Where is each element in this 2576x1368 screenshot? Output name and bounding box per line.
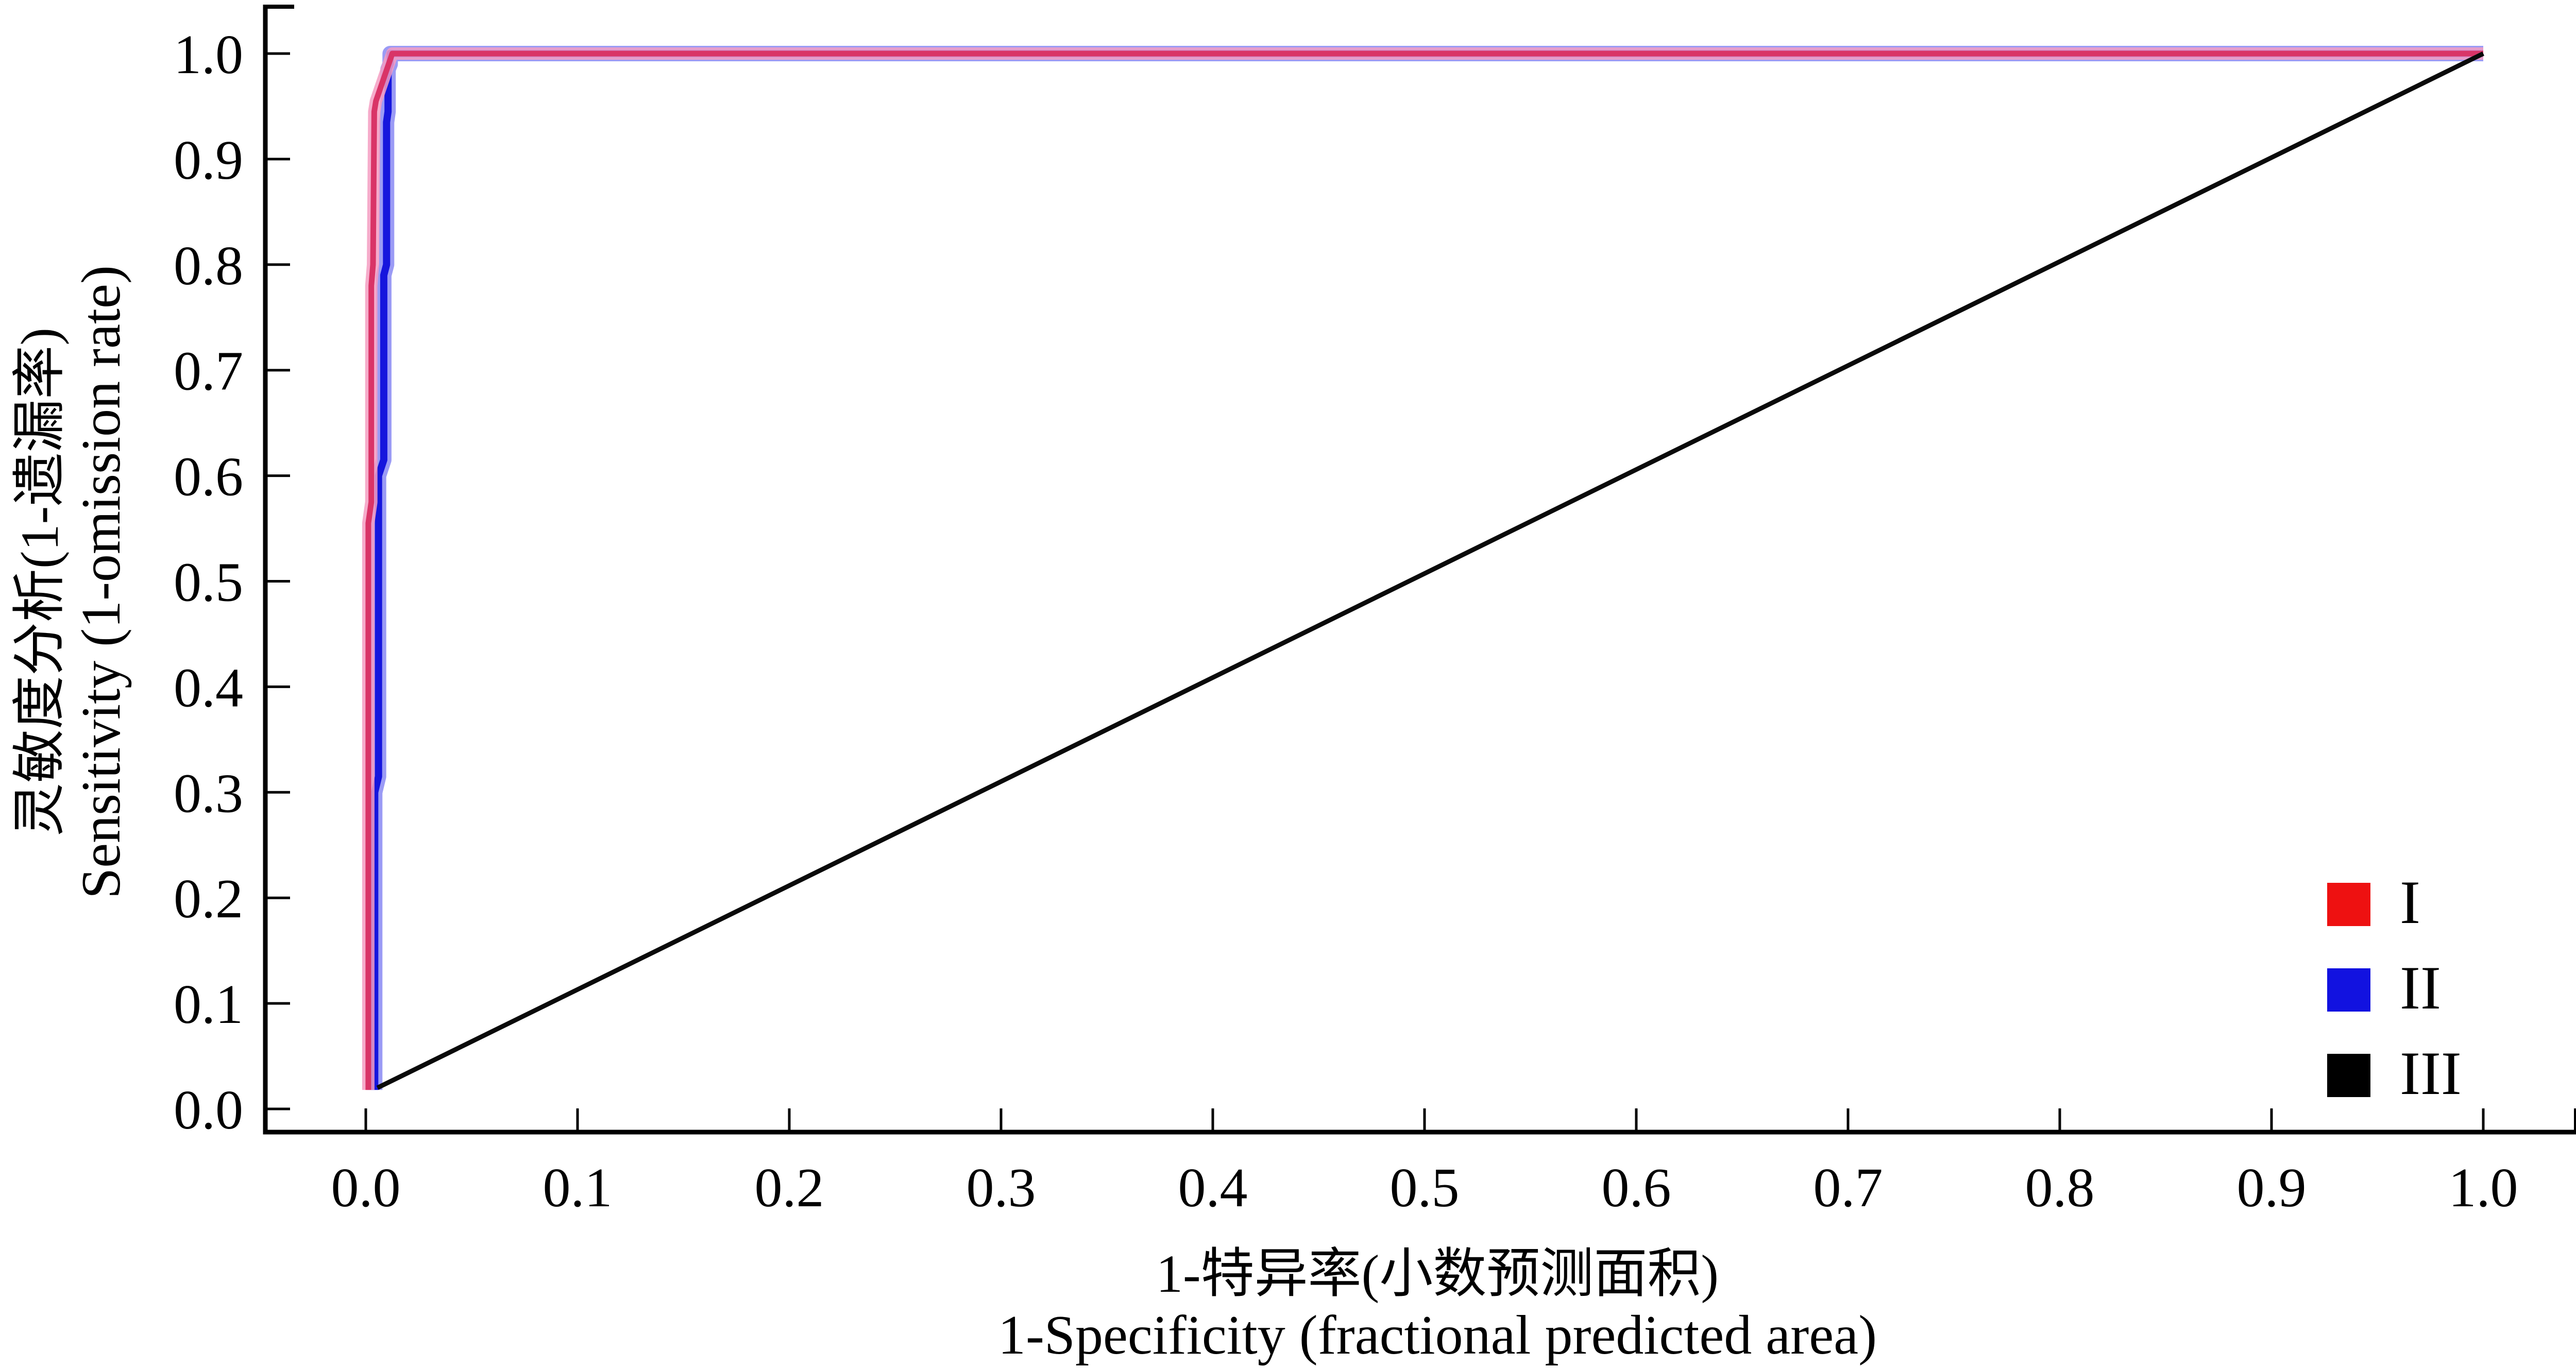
x-tick-label-0.9: 0.9 (2237, 1157, 2307, 1219)
y-axis-title-zh: 灵敏度分析(1-遗漏率) (10, 328, 70, 836)
legend-swatch-I (2327, 883, 2370, 926)
x-tick-label-0.2: 0.2 (755, 1157, 824, 1219)
tick-labels: 0.0 0.1 0.2 0.3 0.4 0.5 0.6 0.7 0.8 0.9 1.0 0.0 0.1 0… (174, 24, 2518, 1219)
x-tick-label-1.0: 1.0 (2449, 1157, 2518, 1219)
legend-swatch-II (2327, 968, 2370, 1012)
y-tick-label-1.0: 1.0 (174, 24, 243, 86)
y-tick-label-0.7: 0.7 (174, 341, 243, 402)
series-curves (362, 46, 2484, 1090)
legend-label-III: III (2400, 1039, 2462, 1107)
x-tick-label-0.0: 0.0 (331, 1157, 401, 1219)
y-axis-title-en: Sensitivity (1-omission rate) (71, 265, 132, 899)
axes (263, 5, 2576, 1135)
x-tick-label-0.1: 0.1 (543, 1157, 613, 1219)
x-axis-title-en: 1-Specificity (fractional predicted area… (998, 1305, 1877, 1366)
x-axis-title-zh: 1-特异率(小数预测面积) (1156, 1244, 1719, 1304)
curve-I (365, 50, 2483, 1090)
x-tick-label-0.4: 0.4 (1178, 1157, 1248, 1219)
legend-label-I: I (2400, 868, 2420, 936)
y-tick-label-0.1: 0.1 (174, 974, 243, 1035)
x-tick-label-0.7: 0.7 (1814, 1157, 1883, 1219)
x-tick-label-0.5: 0.5 (1390, 1157, 1460, 1219)
legend-label-II: II (2400, 953, 2441, 1022)
y-tick-label-0.0: 0.0 (174, 1080, 243, 1141)
legend-swatch-III (2327, 1054, 2370, 1097)
y-tick-label-0.4: 0.4 (174, 657, 243, 719)
y-tick-label-0.5: 0.5 (174, 552, 243, 613)
x-tick-label-0.3: 0.3 (967, 1157, 1036, 1219)
curve-III (376, 51, 2484, 1090)
y-tick-label-0.3: 0.3 (174, 763, 243, 824)
x-tick-label-0.6: 0.6 (1602, 1157, 1671, 1219)
y-tick-label-0.8: 0.8 (174, 235, 243, 297)
y-tick-label-0.2: 0.2 (174, 868, 243, 930)
y-tick-label-0.9: 0.9 (174, 130, 243, 191)
y-tick-label-0.6: 0.6 (174, 447, 243, 508)
x-tick-label-0.8: 0.8 (2025, 1157, 2095, 1219)
